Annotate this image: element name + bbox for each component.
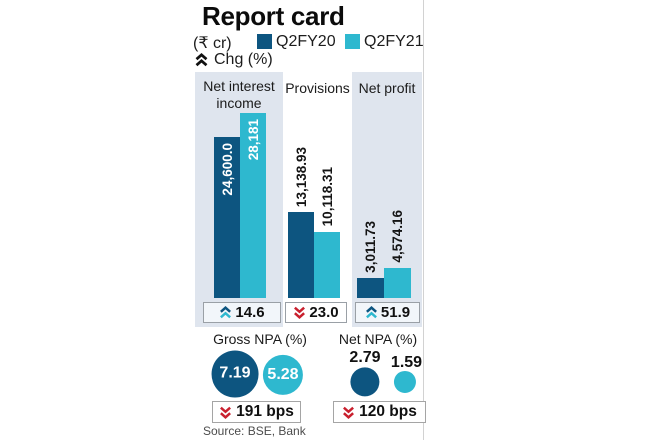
net-npa-value-q2fy20: 2.79 (349, 349, 381, 366)
bubble-value-label: 7.19 (219, 364, 251, 382)
bar-value-label: 4,574.16 (390, 210, 405, 263)
chevron-down-double-icon (343, 406, 355, 419)
page-title: Report card (202, 1, 345, 31)
net-npa-bubble-q2fy20 (350, 367, 380, 397)
bar-netprofit-q2fy20: 3,011.73 (357, 221, 384, 298)
header-line-2: income (216, 95, 262, 111)
chevron-down-double-icon (294, 306, 306, 319)
net-npa-value-q2fy21: 1.59 (390, 354, 423, 371)
change-value: 51.9 (380, 304, 411, 321)
bar-netprofit-q2fy21: 4,574.16 (384, 210, 411, 298)
unit-label: (₹ cr) (193, 35, 232, 52)
net-npa-bubble-q2fy21 (393, 370, 417, 394)
change-value: 191 bps (236, 403, 294, 420)
change-value: 23.0 (309, 304, 339, 321)
change-badge-netprofit: 51.9 (355, 302, 420, 323)
bar-nii-q2fy20: 24,600.0 (214, 136, 240, 298)
gross-npa-bubble-q2fy21: 5.28 (262, 354, 304, 396)
change-value: 120 bps (359, 403, 417, 420)
column-header-net-profit: Net profit (358, 80, 416, 96)
gross-npa-change-badge: 191 bps (212, 401, 301, 423)
legend-swatch-q2fy20 (257, 34, 272, 49)
legend-label-q2fy21: Q2FY21 (364, 33, 424, 50)
legend-label-q2fy20: Q2FY20 (276, 33, 336, 50)
change-legend-label: Chg (%) (214, 51, 273, 68)
chevron-down-double-icon (220, 406, 232, 419)
bar-provisions-q2fy20: 13,138.93 (288, 147, 314, 298)
bubble-value-label: 5.28 (267, 366, 299, 383)
column-header-provisions: Provisions (285, 80, 350, 96)
net-npa-change-badge: 120 bps (333, 401, 426, 423)
chevron-up-double-icon (220, 306, 232, 319)
chevron-up-double-icon (365, 306, 377, 319)
column-header-net-interest-income: Net interest income (195, 78, 283, 112)
bar-value-label: 10,118.31 (319, 167, 335, 227)
bar-nii-q2fy21: 28,181 (240, 112, 266, 298)
gross-npa-title: Gross NPA (%) (213, 331, 307, 347)
source-attribution: Source: BSE, Bank (203, 424, 306, 438)
header-line-1: Net interest (203, 78, 275, 94)
net-npa-title: Net NPA (%) (338, 331, 418, 347)
gross-npa-bubble-q2fy20: 7.19 (211, 350, 259, 398)
change-badge-nii: 14.6 (203, 302, 281, 323)
change-value: 14.6 (235, 304, 265, 321)
column-divider-line (423, 0, 424, 440)
change-badge-provisions: 23.0 (285, 302, 347, 323)
bar-provisions-q2fy21: 10,118.31 (314, 167, 340, 298)
legend-swatch-q2fy21 (345, 34, 360, 49)
chevron-up-double-icon (194, 53, 209, 67)
